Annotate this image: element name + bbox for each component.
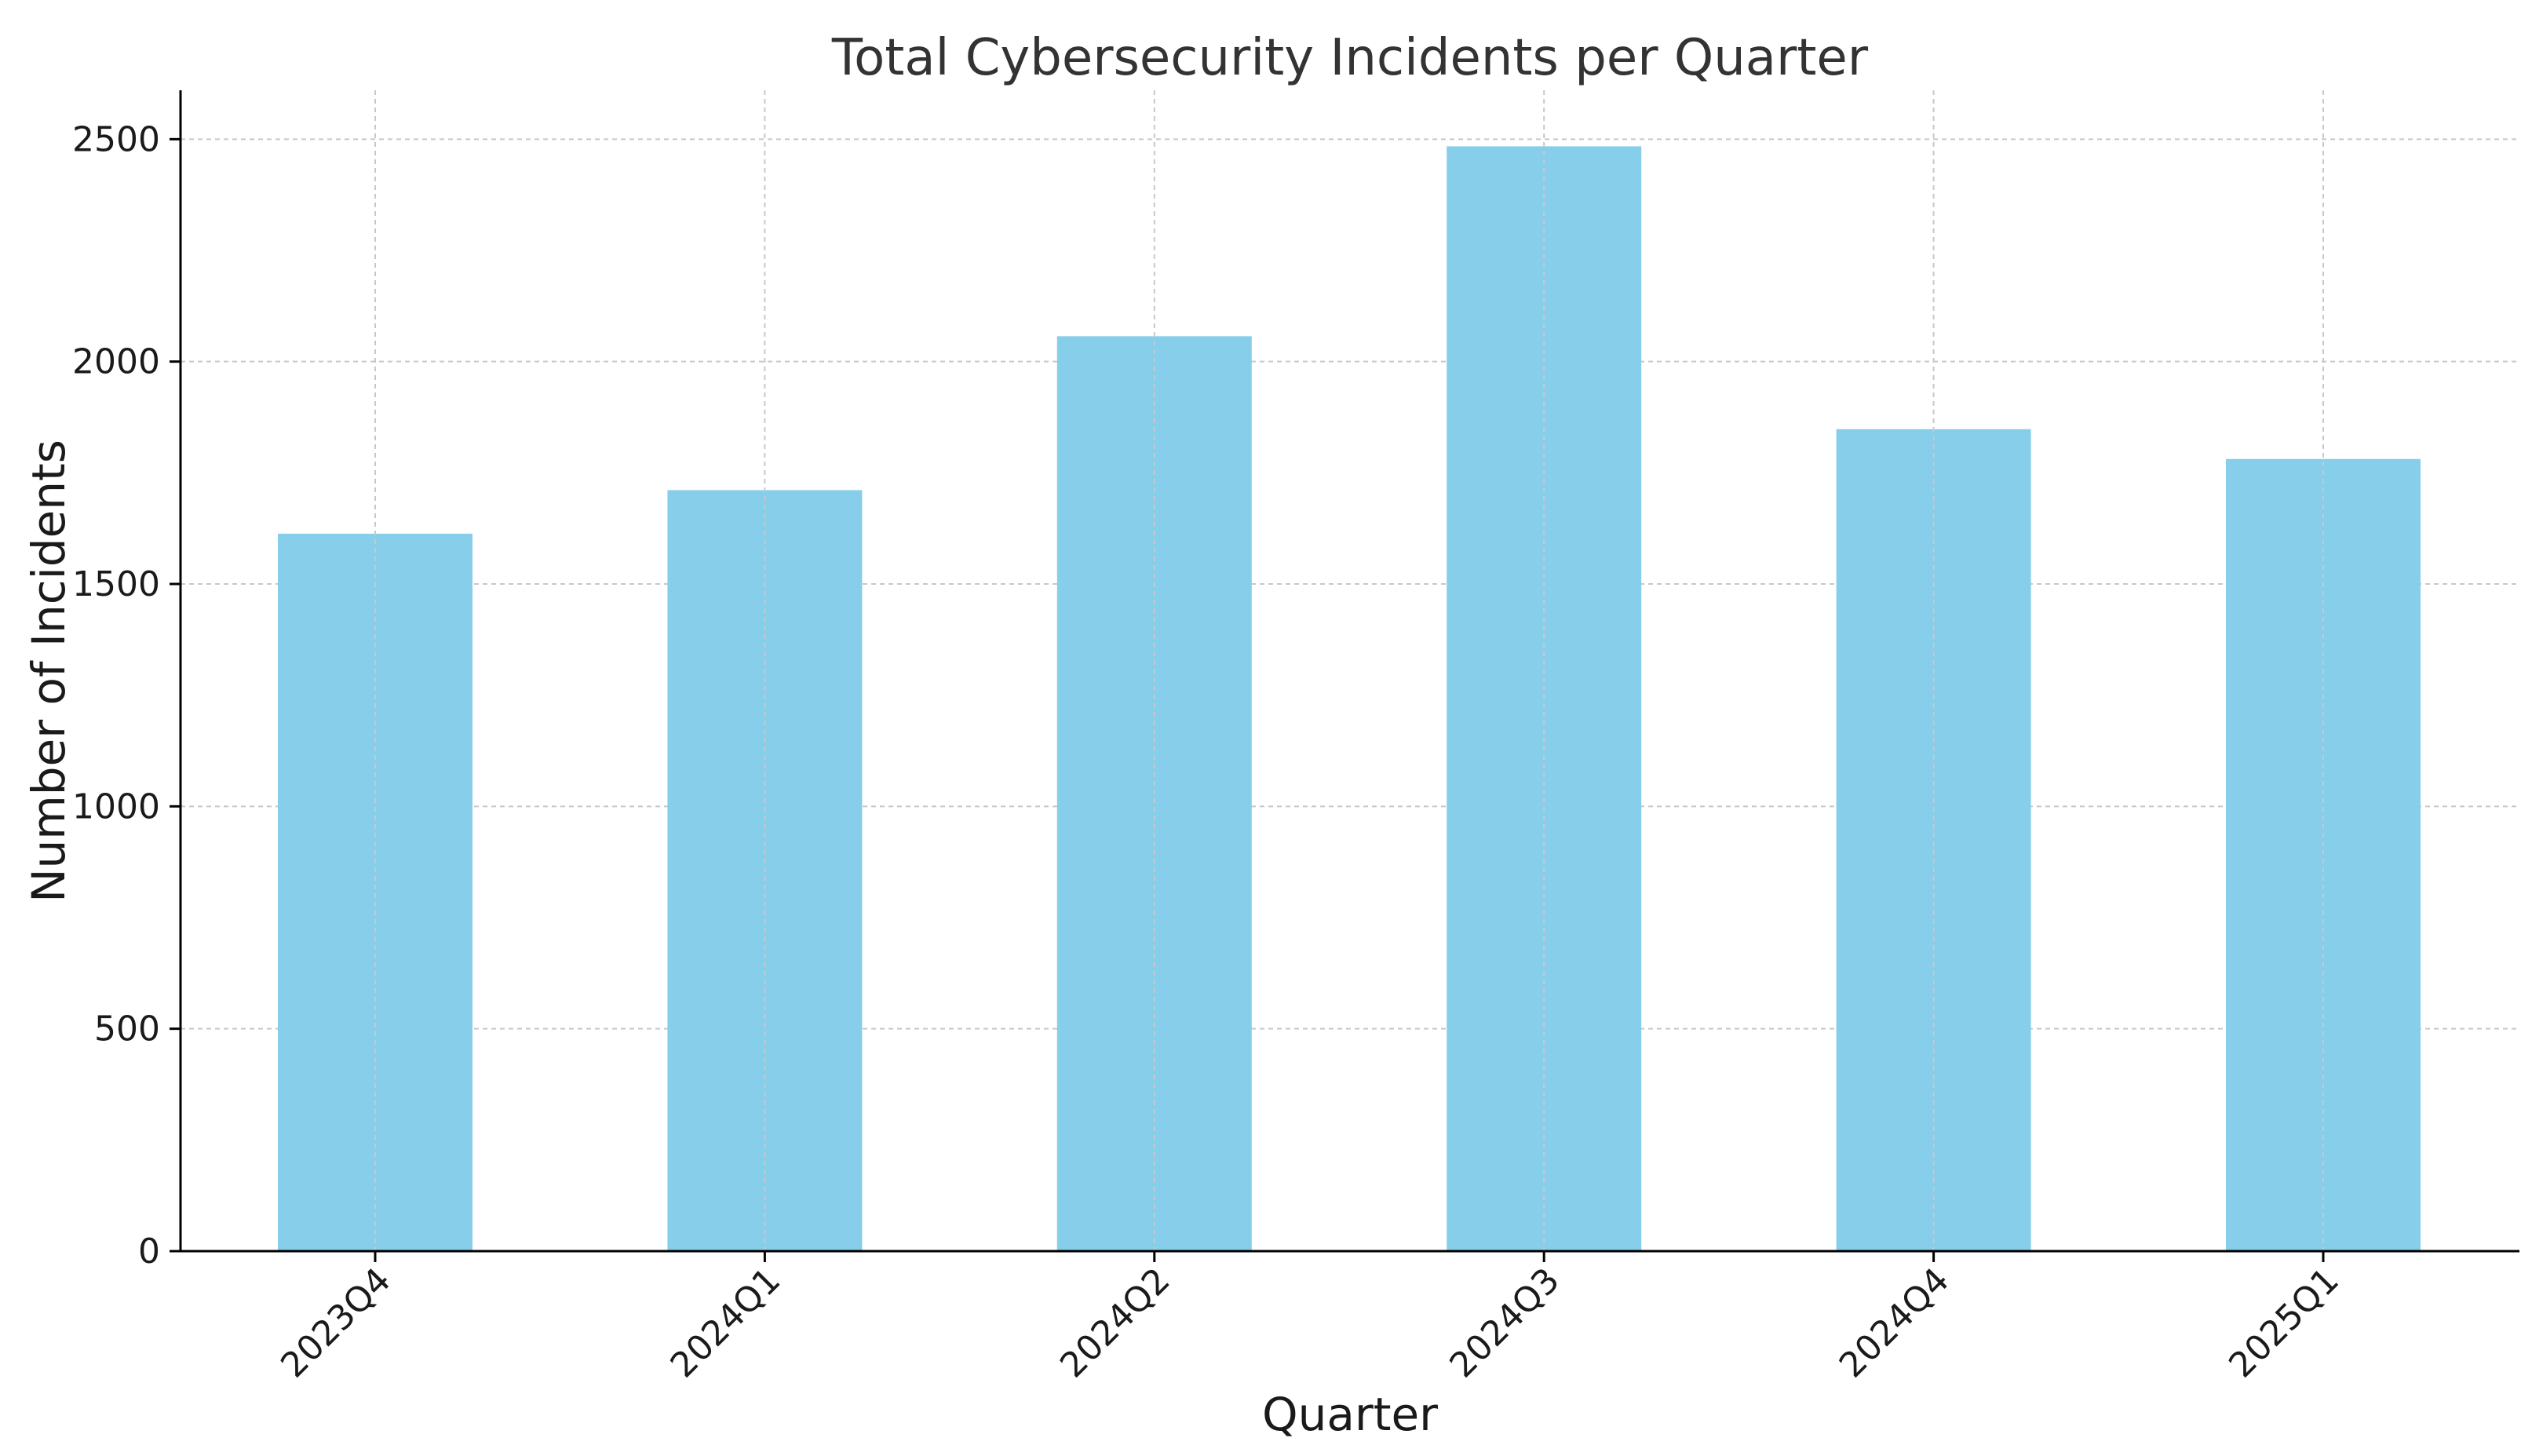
chart-title: Total Cybersecurity Incidents per Quarte… — [831, 29, 1869, 87]
bar-2023Q4 — [278, 533, 472, 1251]
y-tick-label: 2500 — [72, 119, 160, 159]
axes — [179, 90, 2519, 1253]
y-axis-label: Number of Incidents — [22, 440, 75, 903]
y-tick-label: 1500 — [72, 564, 160, 604]
y-tick-label: 1000 — [72, 786, 160, 827]
y-tick-label: 500 — [94, 1009, 160, 1049]
y-ticks: 0 500 1000 1500 2000 2500 — [72, 119, 181, 1272]
vertical-grid — [374, 90, 2324, 1251]
y-tick-label: 2000 — [72, 342, 160, 382]
x-axis-label: Quarter — [1262, 1388, 1438, 1441]
y-tick-label: 0 — [138, 1232, 160, 1272]
